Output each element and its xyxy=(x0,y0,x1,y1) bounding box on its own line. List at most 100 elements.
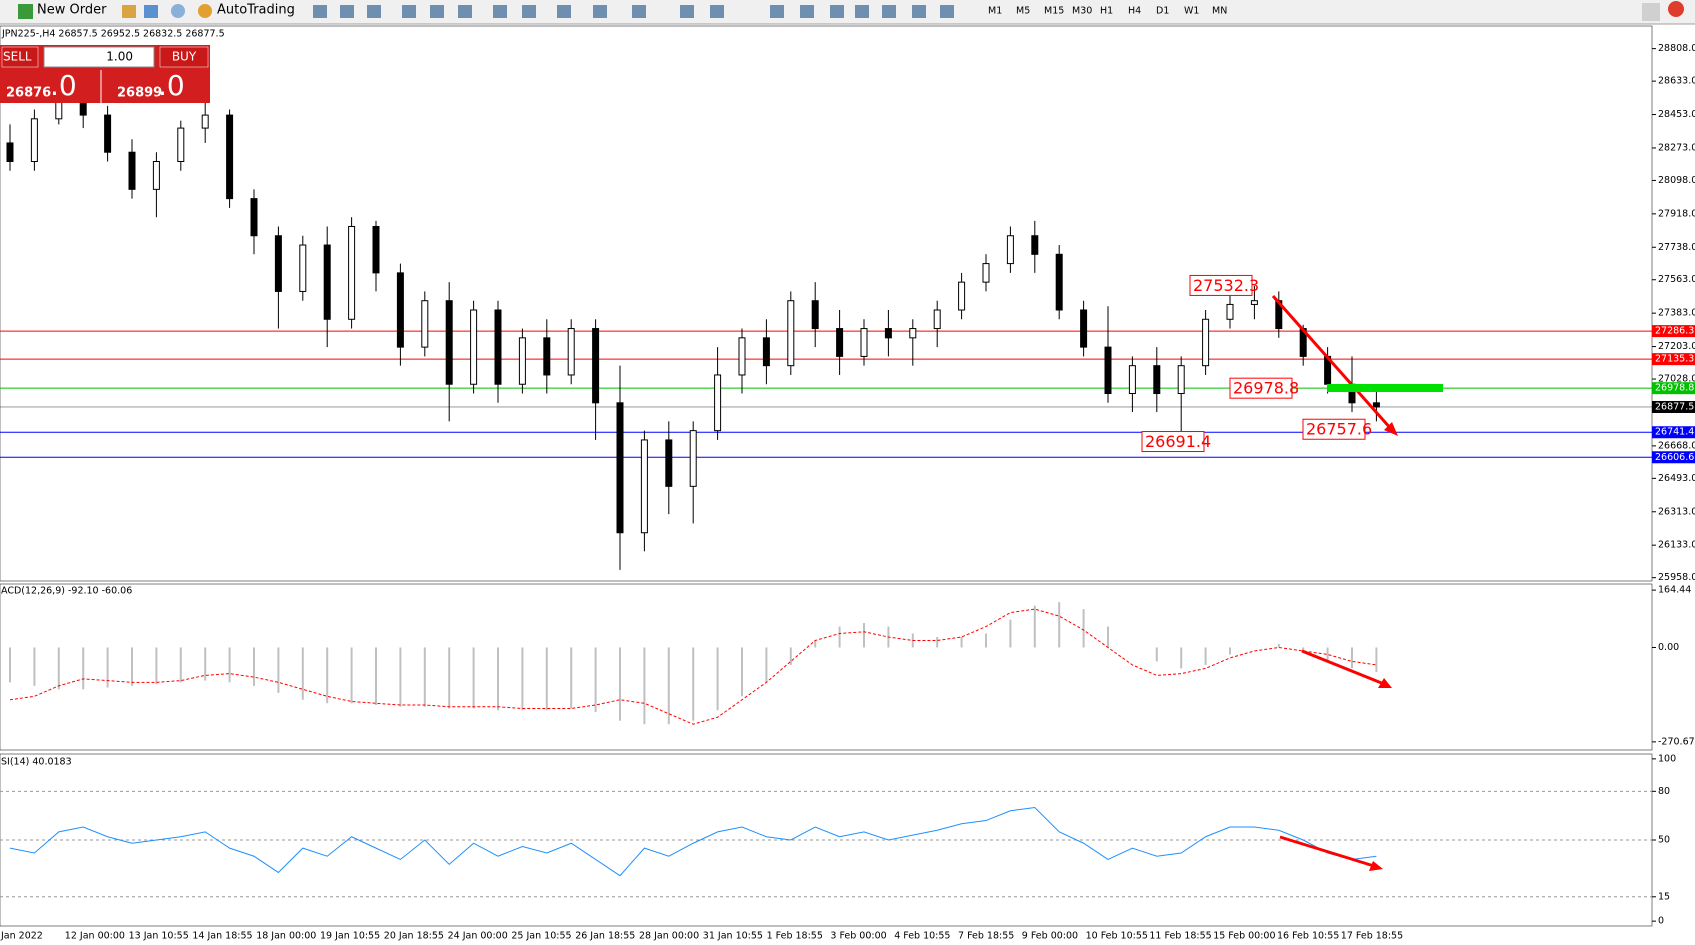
toolbar-icon[interactable] xyxy=(830,5,844,18)
toolbar-icon[interactable] xyxy=(710,5,724,18)
macd-bar xyxy=(594,647,597,712)
toolbar-icon[interactable] xyxy=(680,5,694,18)
y-tick-label: 27738.0 xyxy=(1658,242,1695,253)
price-level-tag xyxy=(1652,382,1695,395)
bid-price[interactable]: 26876 xyxy=(6,86,51,101)
new-order-icon[interactable] xyxy=(18,4,33,19)
candle-body xyxy=(1226,303,1234,320)
toolbar-icon[interactable] xyxy=(313,5,327,18)
x-tick-label: 7 Feb 18:55 xyxy=(958,931,1014,942)
timeframe-button[interactable]: MN xyxy=(1212,6,1227,17)
macd-bar xyxy=(1326,647,1329,662)
toolbar-icon[interactable] xyxy=(493,5,507,18)
trade-panel: SELL 1.00 BUY 26876 .0 26899 .0 xyxy=(0,45,210,103)
candle-body xyxy=(1080,309,1088,348)
toolbar-icon[interactable] xyxy=(593,5,607,18)
macd-bar xyxy=(838,626,841,648)
rsi-line xyxy=(9,807,1377,877)
toolbar-icon[interactable] xyxy=(458,5,472,18)
sell-button[interactable] xyxy=(1,46,39,68)
macd-bar xyxy=(1229,647,1231,655)
candle-body xyxy=(348,225,356,320)
autotrading-icon[interactable] xyxy=(198,4,212,18)
macd-bar xyxy=(521,647,524,711)
y-tick-label: 27203.0 xyxy=(1658,341,1695,352)
candle-body xyxy=(445,300,453,385)
toolbar-icon[interactable] xyxy=(367,5,381,18)
notifications-icon[interactable] xyxy=(1642,3,1660,21)
annotation-label: 26978.8 xyxy=(1233,379,1299,398)
macd-bar xyxy=(716,647,719,711)
alert-badge[interactable] xyxy=(1668,1,1684,17)
timeframe-button[interactable]: H1 xyxy=(1100,6,1113,17)
annotation-label: 26757.6 xyxy=(1306,420,1372,439)
candle-body xyxy=(640,439,648,534)
toolbar-icon[interactable] xyxy=(402,5,416,18)
price-level-tag xyxy=(1652,451,1695,464)
ask-price[interactable]: 26899 xyxy=(117,86,162,101)
candle-body xyxy=(665,439,673,487)
macd-header: ACD(12,26,9) -92.10 -60.06 xyxy=(1,586,132,597)
toolbar-icon[interactable] xyxy=(340,5,354,18)
candle-body xyxy=(128,151,136,190)
macd-bar xyxy=(106,647,109,688)
candle-body xyxy=(396,272,404,348)
macd-panel xyxy=(0,583,1653,751)
timeframe-button[interactable]: M5 xyxy=(1016,6,1030,17)
x-tick-label: 19 Jan 10:55 xyxy=(320,931,380,942)
macd-bar xyxy=(1204,647,1207,665)
toolbar-icon[interactable] xyxy=(800,5,814,18)
toolbar-icon[interactable] xyxy=(171,4,185,18)
candle-body xyxy=(689,430,697,487)
y-tick-label: 26313.0 xyxy=(1658,506,1695,517)
lots-value[interactable]: 1.00 xyxy=(106,50,133,64)
lots-input[interactable] xyxy=(43,46,155,68)
timeframe-button[interactable]: D1 xyxy=(1156,6,1169,17)
toolbar-icon[interactable] xyxy=(882,5,896,18)
toolbar-icon[interactable] xyxy=(940,5,954,18)
buy-label[interactable]: BUY xyxy=(172,50,197,64)
main-panel xyxy=(0,25,1653,582)
timeframe-button[interactable]: M1 xyxy=(988,6,1002,17)
macd-bar xyxy=(1302,647,1305,651)
candle-body xyxy=(982,263,990,283)
candle-body xyxy=(177,127,185,163)
toolbar-icon[interactable] xyxy=(430,5,444,18)
sell-label[interactable]: SELL xyxy=(3,50,32,64)
candle-body xyxy=(592,328,600,404)
toolbar-icon[interactable] xyxy=(522,5,536,18)
autotrading-button[interactable]: AutoTrading xyxy=(217,3,295,18)
toolbar-icon[interactable] xyxy=(557,5,571,18)
x-tick-label: 3 Feb 00:00 xyxy=(830,931,886,942)
y-tick-label: 27383.0 xyxy=(1658,308,1695,319)
bid-fraction[interactable]: .0 xyxy=(50,69,77,102)
toolbar-icon[interactable] xyxy=(122,5,136,18)
timeframe-button[interactable]: W1 xyxy=(1184,6,1199,17)
y-tick-label: 28453.0 xyxy=(1658,109,1695,120)
toolbar-icon[interactable] xyxy=(912,5,926,18)
candle-body xyxy=(1031,235,1039,255)
ask-fraction[interactable]: .0 xyxy=(158,69,185,102)
candle-body xyxy=(1177,365,1185,395)
plot-layer xyxy=(0,68,1695,898)
candle-body xyxy=(494,309,502,385)
x-tick-label: 17 Feb 18:55 xyxy=(1341,931,1403,942)
toolbar-icon[interactable] xyxy=(770,5,784,18)
macd-bar xyxy=(936,637,939,648)
candle-body xyxy=(738,337,746,376)
candle-body xyxy=(323,244,331,320)
timeframe-button[interactable]: M15 xyxy=(1044,6,1064,17)
timeframe-button[interactable]: H4 xyxy=(1128,6,1141,17)
timeframe-button[interactable]: M30 xyxy=(1072,6,1092,17)
toolbar-icon[interactable] xyxy=(855,5,869,18)
candle-body xyxy=(1055,253,1063,311)
macd-bar xyxy=(57,647,60,690)
new-order-button[interactable]: New Order xyxy=(37,3,107,18)
toolbar-icon[interactable] xyxy=(632,5,646,18)
x-tick-label: 20 Jan 18:55 xyxy=(384,931,444,942)
buy-button[interactable] xyxy=(159,46,209,68)
macd-bar xyxy=(619,647,621,721)
toolbar-icon[interactable] xyxy=(144,5,158,18)
macd-bar xyxy=(1155,647,1158,662)
price-level-label: 26978.8 xyxy=(1655,383,1694,394)
